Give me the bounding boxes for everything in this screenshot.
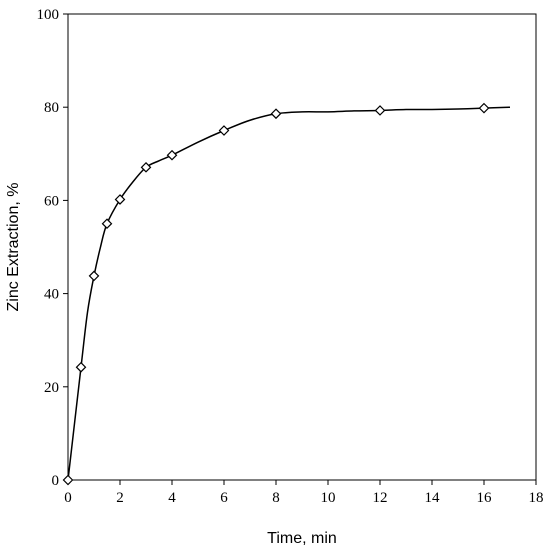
x-axis-title: Time, min xyxy=(267,530,337,547)
data-point xyxy=(166,149,178,161)
data-point xyxy=(218,125,230,136)
series-line xyxy=(67,106,511,481)
data-point xyxy=(140,161,152,173)
x-tick-label: 6 xyxy=(220,490,228,506)
x-tick-label: 0 xyxy=(64,490,72,506)
data-point xyxy=(75,361,87,373)
x-tick-label: 12 xyxy=(373,490,388,506)
y-tick-label: 100 xyxy=(37,7,60,23)
data-point xyxy=(478,102,490,114)
x-tick-label: 16 xyxy=(477,490,493,506)
data-point xyxy=(114,194,126,205)
x-tick-label: 18 xyxy=(529,490,544,506)
y-axis-title: Zinc Extraction, % xyxy=(5,183,22,312)
y-axis: 0 20 40 60 80 100 xyxy=(37,7,68,489)
y-tick-label: 40 xyxy=(44,287,59,303)
x-tick-label: 10 xyxy=(321,490,336,506)
plot-frame xyxy=(67,13,537,481)
y-tick-label: 0 xyxy=(52,473,60,489)
x-tick-label: 8 xyxy=(272,490,280,506)
data-point xyxy=(101,218,113,230)
data-markers xyxy=(62,102,490,486)
y-tick-label: 60 xyxy=(44,193,59,209)
data-point xyxy=(62,474,74,486)
x-axis: 0 2 4 6 8 10 12 14 16 18 xyxy=(64,480,544,506)
y-tick-label: 20 xyxy=(44,380,59,396)
y-tick-label: 80 xyxy=(44,100,59,116)
data-point xyxy=(374,105,386,116)
data-point xyxy=(270,108,282,120)
data-point xyxy=(88,270,100,282)
x-tick-label: 4 xyxy=(168,490,176,506)
x-tick-label: 14 xyxy=(425,490,441,506)
x-tick-label: 2 xyxy=(116,490,124,506)
